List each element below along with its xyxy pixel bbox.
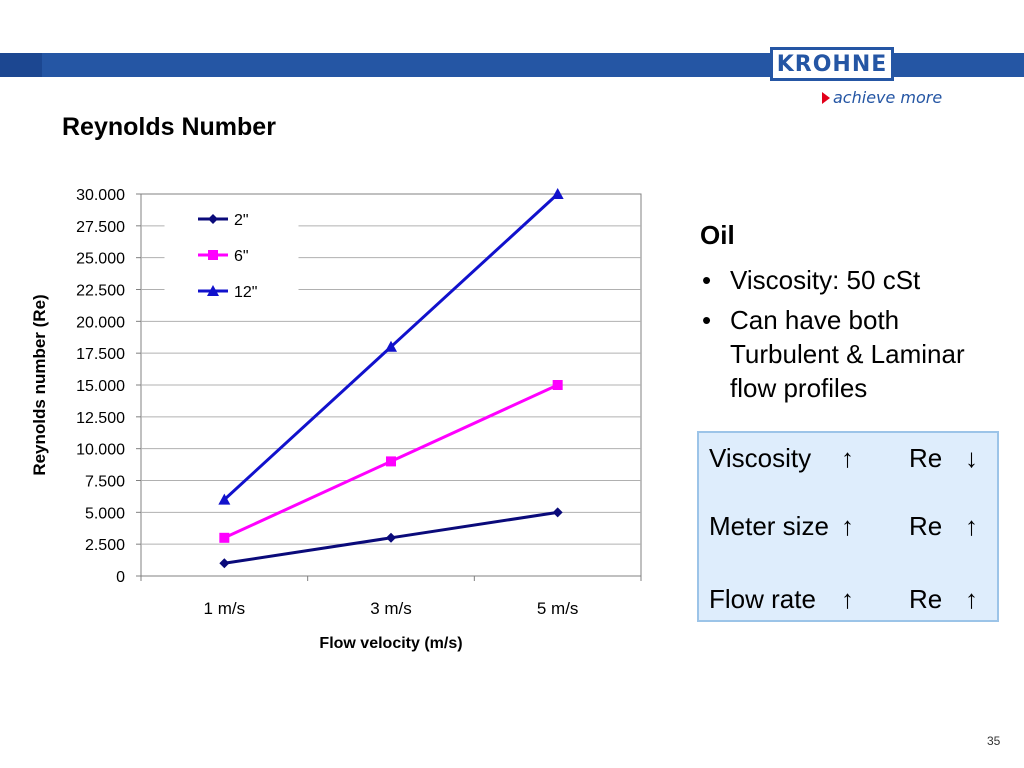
data-point-1 — [552, 380, 563, 390]
relation-row-viscosity: Viscosity ↑ Re ↓ — [699, 443, 999, 477]
y-axis-label: Reynolds number (Re) — [30, 294, 49, 475]
relation-label: Flow rate — [709, 584, 816, 614]
y-tick-label: 30.000 — [76, 187, 125, 204]
tagline: achieve more — [822, 88, 942, 107]
relation-label: Meter size — [709, 511, 829, 541]
legend-label: 12" — [234, 284, 257, 301]
up-arrow-icon: ↑ — [965, 584, 978, 614]
tagline-text: achieve more — [833, 88, 943, 107]
y-tick-label: 5.000 — [85, 505, 125, 522]
legend-box — [164, 196, 299, 307]
y-tick-label: 15.000 — [76, 378, 125, 395]
relation-re: Re — [909, 511, 943, 541]
y-tick-label: 7.500 — [85, 474, 125, 491]
data-point-0 — [386, 532, 396, 543]
data-point-2 — [551, 188, 564, 199]
oil-section: Oil Viscosity: 50 cSt Can have both Turb… — [700, 220, 1010, 411]
oil-bullet: Viscosity: 50 cSt — [700, 263, 1010, 297]
data-point-0 — [552, 507, 563, 518]
data-point-2 — [218, 493, 231, 505]
page-number: 35 — [987, 734, 1001, 748]
logo-text: KROHNE — [776, 51, 888, 77]
krohne-logo: KROHNE — [770, 47, 894, 81]
relation-label: Viscosity — [709, 443, 812, 473]
y-tick-label: 27.500 — [76, 219, 125, 236]
down-arrow-icon: ↓ — [965, 443, 978, 473]
page-title: Reynolds Number — [62, 113, 276, 141]
relations-box: Viscosity ↑ Re ↓ Meter size ↑ Re ↑ Flow … — [697, 431, 999, 622]
y-tick-label: 25.000 — [76, 251, 125, 268]
relation-re: Re — [909, 584, 943, 614]
x-tick-label: 3 m/s — [370, 599, 412, 618]
y-tick-label: 10.000 — [76, 442, 125, 459]
oil-bullet-list: Viscosity: 50 cSt Can have both Turbulen… — [700, 263, 1010, 405]
legend-label: 2" — [234, 212, 249, 229]
oil-title: Oil — [700, 220, 735, 250]
data-point-2 — [385, 340, 397, 352]
header-bar-accent — [0, 53, 42, 77]
data-point-1 — [219, 532, 230, 543]
data-point-0 — [219, 558, 230, 569]
y-tick-label: 12.500 — [76, 410, 125, 427]
x-tick-label: 1 m/s — [204, 599, 246, 618]
x-tick-label: 5 m/s — [537, 599, 579, 618]
up-arrow-icon: ↑ — [841, 511, 854, 541]
up-arrow-icon: ↑ — [841, 443, 854, 473]
legend-marker-0 — [208, 214, 218, 224]
y-tick-label: 17.500 — [76, 346, 125, 363]
up-arrow-icon: ↑ — [965, 511, 978, 541]
legend-label: 6" — [234, 248, 249, 265]
y-tick-label: 22.500 — [76, 283, 125, 300]
up-arrow-icon: ↑ — [841, 584, 854, 614]
relation-row-flow-rate: Flow rate ↑ Re ↑ — [699, 584, 999, 618]
tagline-arrow-icon — [822, 92, 830, 104]
y-tick-label: 2.500 — [85, 537, 125, 554]
relation-row-meter-size: Meter size ↑ Re ↑ — [699, 511, 999, 545]
relation-re: Re — [909, 443, 943, 473]
legend-marker-2 — [207, 285, 219, 296]
legend-marker-1 — [208, 250, 218, 260]
y-tick-label: 20.000 — [76, 314, 125, 331]
data-point-1 — [386, 456, 396, 467]
oil-bullet: Can have both Turbulent & Laminar flow p… — [700, 303, 1010, 405]
x-axis-label: Flow velocity (m/s) — [319, 635, 462, 652]
y-tick-label: 0 — [116, 569, 125, 586]
